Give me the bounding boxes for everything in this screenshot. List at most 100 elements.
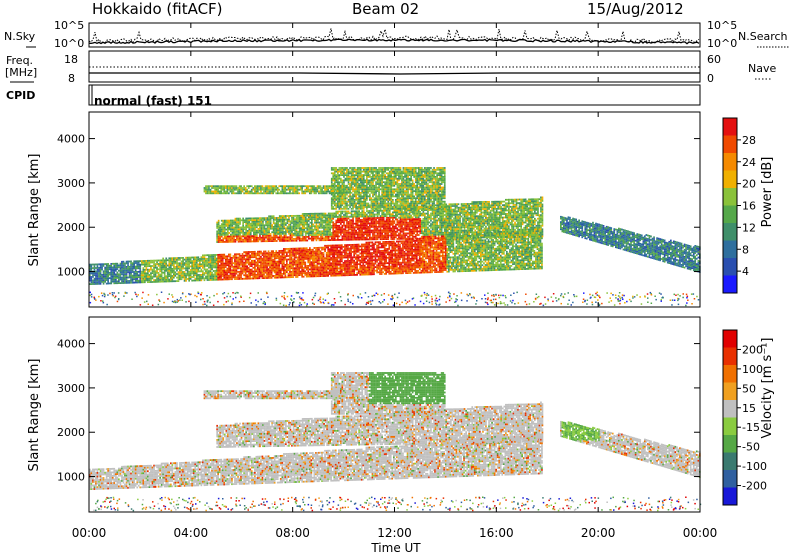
echo-cell (220, 260, 223, 263)
echo-cell (162, 257, 164, 260)
echo-cell (151, 272, 154, 274)
echo-cell (334, 274, 337, 277)
echo-cell (403, 243, 406, 246)
echo-cell (211, 266, 213, 269)
echo-cell (139, 281, 142, 284)
echo-cell (295, 253, 297, 255)
echo-cell (194, 260, 197, 262)
echo-cell (359, 273, 362, 276)
echo-cell (333, 249, 336, 252)
echo-cell (219, 235, 221, 238)
echo-cell (350, 274, 352, 276)
echo-cell (151, 277, 154, 280)
echo-cell (195, 258, 198, 260)
echo-cell (197, 268, 200, 271)
echo-cell (199, 261, 201, 264)
echo-cell (133, 278, 135, 280)
echo-cell (507, 245, 510, 248)
echo-cell (110, 282, 113, 285)
echo-cell (296, 272, 299, 275)
echo-cell (490, 249, 493, 252)
echo-cell (232, 257, 235, 259)
echo-cell (382, 242, 384, 245)
echo-cell (249, 268, 252, 271)
echo-cell (489, 265, 491, 268)
echo-cell (527, 255, 530, 258)
echo-cell (295, 270, 297, 273)
echo-cell (148, 261, 151, 264)
echo-cell (322, 266, 325, 268)
echo-cell (153, 263, 155, 266)
echo-cell (229, 255, 232, 258)
echo-cell (444, 262, 447, 264)
echo-cell (206, 273, 209, 276)
echo-cell (535, 255, 537, 258)
echo-cell (304, 274, 307, 276)
echo-cell (521, 243, 523, 246)
echo-cell (107, 266, 109, 269)
echo-cell (345, 261, 348, 264)
echo-cell (254, 222, 257, 225)
echo-cell (356, 258, 358, 260)
echo-cell (354, 250, 357, 253)
echo-cell (477, 239, 479, 242)
echo-cell (321, 268, 323, 270)
echo-cell (234, 264, 236, 266)
echo-cell (220, 241, 223, 243)
echo-cell (237, 224, 240, 227)
echo-cell (336, 274, 339, 277)
echo-cell (385, 244, 387, 247)
echo-cell (429, 246, 432, 249)
echo-cell (263, 261, 265, 263)
echo-cell (257, 238, 260, 241)
echo-cell (253, 229, 255, 232)
echo-cell (428, 250, 430, 252)
echo-cell (281, 249, 284, 252)
echo-cell (223, 257, 226, 260)
echo-cell (249, 226, 252, 229)
echo-cell (265, 222, 267, 225)
echo-cell (379, 267, 381, 270)
echo-cell (367, 264, 369, 267)
echo-cell (382, 265, 384, 268)
echo-cell (240, 270, 242, 273)
echo-cell (142, 276, 145, 278)
echo-cell (437, 242, 439, 245)
echo-cell (415, 240, 418, 242)
echo-cell (223, 264, 226, 267)
echo-cell (208, 254, 210, 257)
echo-cell (144, 274, 146, 276)
echo-cell (472, 257, 475, 260)
echo-cell (220, 266, 223, 269)
echo-cell (270, 255, 273, 258)
echo-cell (148, 259, 151, 262)
echo-cell (214, 266, 216, 269)
echo-cell (287, 251, 290, 254)
echo-cell (110, 277, 113, 279)
echo-cell (220, 262, 223, 265)
echo-cell (501, 251, 504, 253)
echo-cell (208, 264, 210, 267)
echo-cell (347, 244, 349, 246)
echo-cell (214, 255, 216, 258)
echo-cell (495, 254, 497, 257)
echo-cell (418, 257, 421, 260)
echo-cell (420, 248, 423, 251)
echo-cell (524, 237, 526, 240)
echo-cell (484, 267, 487, 270)
echo-cell (383, 241, 386, 243)
echo-cell (327, 257, 329, 259)
echo-cell (460, 247, 462, 250)
echo-cell (212, 275, 215, 278)
echo-cell (257, 236, 260, 239)
echo-cell (124, 274, 126, 277)
echo-cell (509, 252, 511, 255)
echo-cell (530, 262, 533, 265)
echo-cell (233, 240, 235, 243)
echo-cell (209, 270, 212, 272)
echo-cell (242, 226, 244, 229)
echo-cell (208, 273, 210, 276)
echo-cell (239, 226, 241, 229)
echo-cell (219, 234, 221, 236)
echo-cell (341, 246, 343, 248)
